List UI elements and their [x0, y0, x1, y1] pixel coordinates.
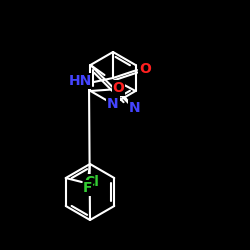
Text: O: O	[139, 62, 151, 76]
Text: N: N	[129, 101, 140, 115]
Text: N: N	[107, 97, 119, 111]
Text: F: F	[83, 181, 93, 195]
Text: HN: HN	[68, 74, 92, 88]
Text: Cl: Cl	[84, 175, 99, 189]
Text: O: O	[112, 81, 124, 95]
